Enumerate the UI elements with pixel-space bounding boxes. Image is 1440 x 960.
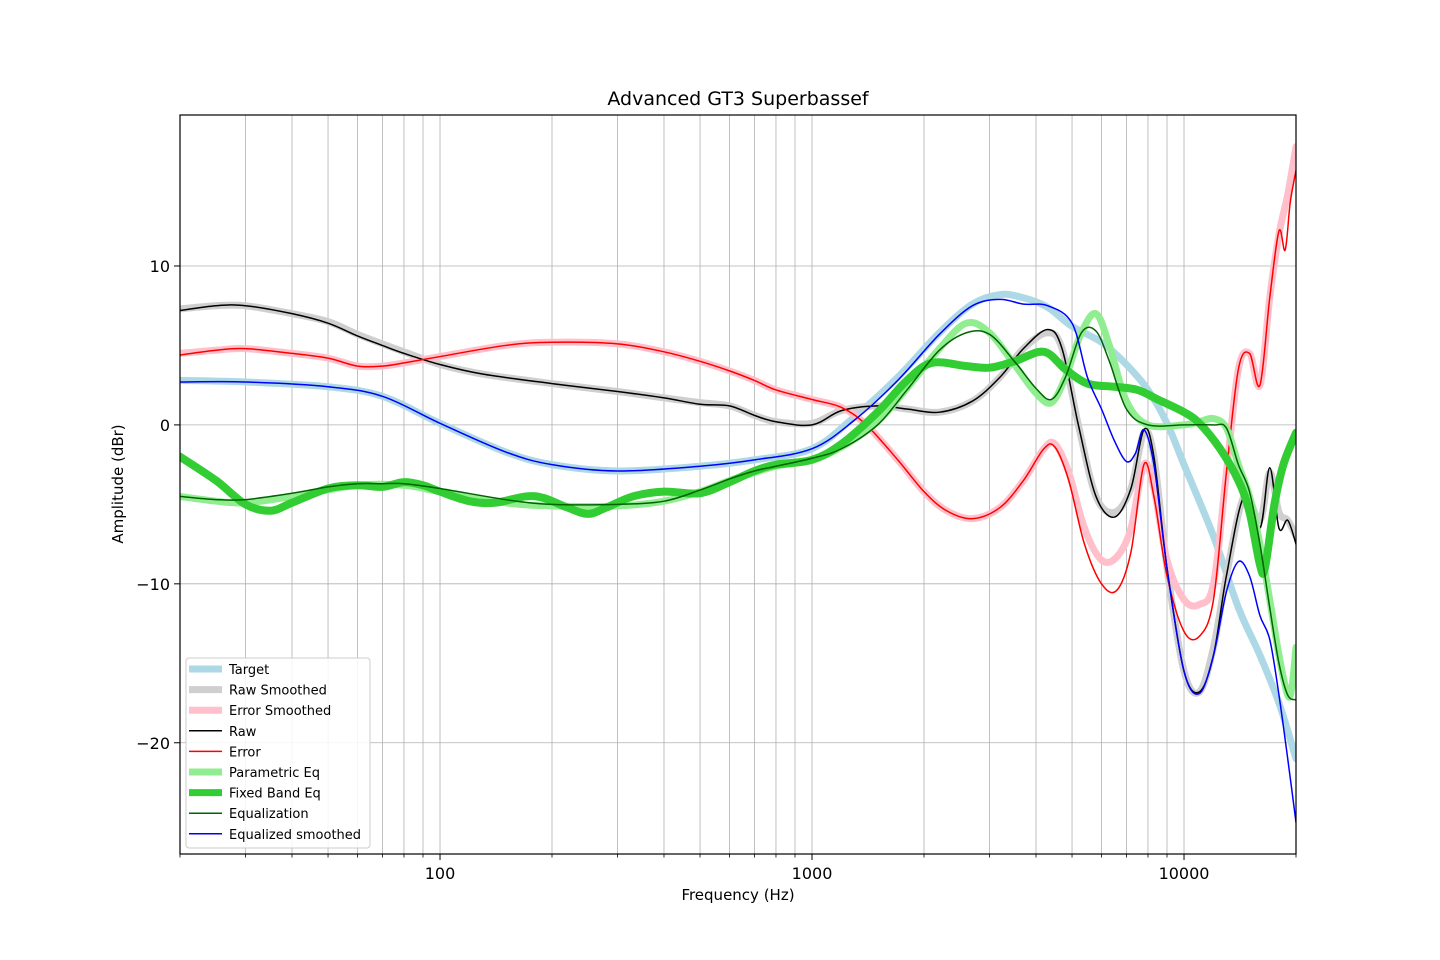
x-tick-label: 1000 <box>792 864 833 883</box>
y-axis-label: Amplitude (dBr) <box>109 424 127 543</box>
y-tick-label: −10 <box>136 575 170 594</box>
x-tick-label: 100 <box>425 864 456 883</box>
y-tick-label: 0 <box>160 416 170 435</box>
legend-label-raw-smoothed: Raw Smoothed <box>229 684 327 699</box>
legend-box <box>185 657 371 849</box>
legend-label-raw: Raw <box>229 725 257 740</box>
legend-label-target: Target <box>228 663 269 678</box>
y-tick-label: 10 <box>150 257 170 276</box>
plot-series <box>180 143 1296 823</box>
chart-title: Advanced GT3 Superbassef <box>607 88 870 110</box>
x-tick-label: 10000 <box>1159 864 1210 883</box>
axes-frame <box>179 114 1297 855</box>
legend-label-fixed-band-eq: Fixed Band Eq <box>229 787 321 802</box>
legend-label-equalized-smoothed: Equalized smoothed <box>229 828 361 843</box>
legend-label-error: Error <box>229 745 261 760</box>
legend-label-error-smoothed: Error Smoothed <box>229 704 331 719</box>
y-tick-label: −20 <box>136 734 170 753</box>
series-line-equalization <box>180 326 1296 701</box>
x-axis-label: Frequency (Hz) <box>681 886 794 904</box>
legend: Target Raw Smoothed Error Smoothed Raw Error… <box>185 657 371 849</box>
series-line-equalized-smoothed <box>180 298 1296 823</box>
legend-label-equalization: Equalization <box>229 807 309 822</box>
legend-label-parametric-eq: Parametric Eq <box>229 766 320 781</box>
